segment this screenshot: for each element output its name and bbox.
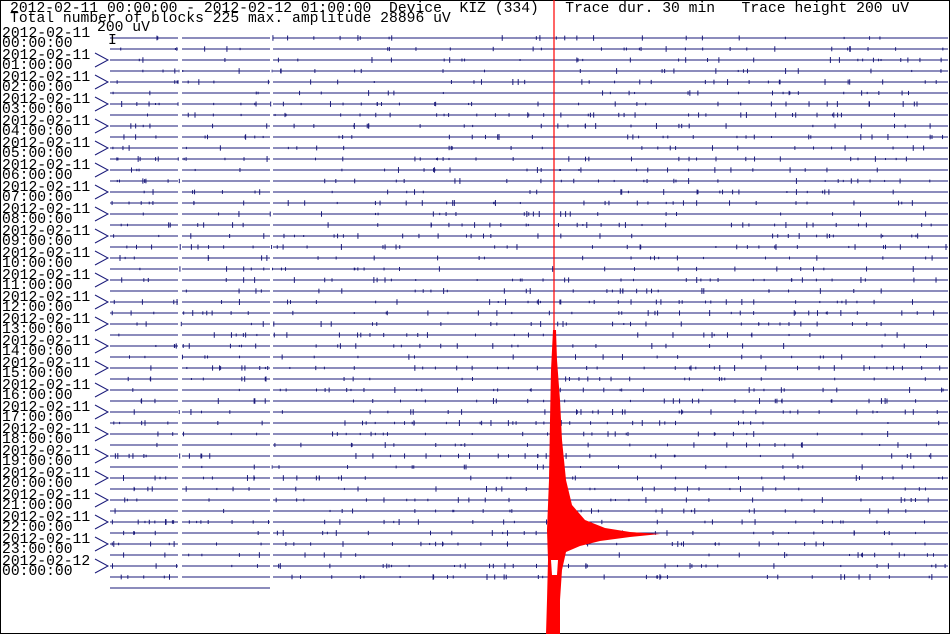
trace-time: 04:00:00 [2, 124, 73, 140]
trace-date: 2012-02-11 [2, 70, 90, 86]
trace-pointer [94, 448, 110, 464]
trace-time: 02:00:00 [2, 80, 73, 96]
trace-date: 2012-02-11 [2, 400, 90, 416]
trace-date: 2012-02-11 [2, 356, 90, 372]
trace-pointer [94, 162, 110, 178]
trace-pointer [94, 228, 110, 244]
trace-date: 2012-02-11 [2, 422, 90, 438]
trace-pointer [94, 492, 110, 508]
trace-pointer [94, 206, 110, 222]
trace-date: 2012-02-11 [2, 334, 90, 350]
trace-date: 2012-02-11 [2, 488, 90, 504]
trace-date: 2012-02-11 [2, 26, 90, 42]
trace-date: 2012-02-11 [2, 114, 90, 130]
trace-pointer [94, 250, 110, 266]
trace-time: 21:00:00 [2, 498, 73, 514]
trace-date: 2012-02-11 [2, 246, 90, 262]
trace-time: 01:00:00 [2, 58, 73, 74]
trace-time: 14:00:00 [2, 344, 73, 360]
trace-time: 23:00:00 [2, 542, 73, 558]
trace-date: 2012-02-11 [2, 136, 90, 152]
event-burst [546, 330, 660, 634]
header-line: 2012-02-11 00:00:00 - 2012-02-12 01:00:0… [10, 1, 909, 17]
trace-time: 22:00:00 [2, 520, 73, 536]
trace-pointer [94, 382, 110, 398]
trace-pointer [94, 360, 110, 376]
trace-date: 2012-02-11 [2, 532, 90, 548]
trace-date: 2012-02-11 [2, 158, 90, 174]
trace-date: 2012-02-11 [2, 466, 90, 482]
trace-pointer [94, 272, 110, 288]
trace-date: 2012-02-11 [2, 312, 90, 328]
trace-time: 08:00:00 [2, 212, 73, 228]
trace-time: 07:00:00 [2, 190, 73, 206]
trace-date: 2012-02-11 [2, 378, 90, 394]
trace-pointer [94, 294, 110, 310]
trace-date: 2012-02-11 [2, 290, 90, 306]
trace-time: 18:00:00 [2, 432, 73, 448]
trace-time: 11:00:00 [2, 278, 73, 294]
trace-time: 20:00:00 [2, 476, 73, 492]
trace-date: 2012-02-11 [2, 48, 90, 64]
trace-pointer [94, 52, 110, 68]
trace-pointer [94, 470, 110, 486]
trace-time: 03:00:00 [2, 102, 73, 118]
trace-pointer [94, 338, 110, 354]
trace-time: 19:00:00 [2, 454, 73, 470]
trace-time: 17:00:00 [2, 410, 73, 426]
trace-date: 2012-02-11 [2, 268, 90, 284]
trace-date: 2012-02-11 [2, 180, 90, 196]
trace-time: 13:00:00 [2, 322, 73, 338]
header-line: Total number of blocks 225 max. amplitud… [10, 11, 451, 27]
trace-pointer [94, 140, 110, 156]
scale-mark: I [108, 33, 117, 49]
trace-time: 00:00:00 [2, 36, 73, 52]
trace-pointer [94, 404, 110, 420]
trace-date: 2012-02-11 [2, 510, 90, 526]
trace-time: 15:00:00 [2, 366, 73, 382]
trace-pointer [94, 96, 110, 112]
trace-pointer [94, 316, 110, 332]
trace-pointer [94, 118, 110, 134]
trace-date: 2012-02-11 [2, 202, 90, 218]
trace-date: 2012-02-12 [2, 554, 90, 570]
trace-time: 06:00:00 [2, 168, 73, 184]
trace-pointer [94, 536, 110, 552]
trace-pointer [94, 74, 110, 90]
trace-time: 09:00:00 [2, 234, 73, 250]
trace-date: 2012-02-11 [2, 224, 90, 240]
trace-pointer [94, 514, 110, 530]
trace-time: 05:00:00 [2, 146, 73, 162]
trace-time: 10:00:00 [2, 256, 73, 272]
trace-time: 00:00:00 [2, 564, 73, 580]
trace-pointer [94, 426, 110, 442]
trace-pointer [94, 558, 110, 574]
scale-label: 200 uV [97, 20, 150, 36]
trace-time: 12:00:00 [2, 300, 73, 316]
trace-date: 2012-02-11 [2, 92, 90, 108]
trace-date: 2012-02-11 [2, 444, 90, 460]
event [546, 0, 660, 634]
labels: 2012-02-1100:00:002012-02-1101:00:002012… [2, 26, 110, 580]
trace-time: 16:00:00 [2, 388, 73, 404]
trace-pointer [94, 184, 110, 200]
event-gap [551, 560, 558, 575]
